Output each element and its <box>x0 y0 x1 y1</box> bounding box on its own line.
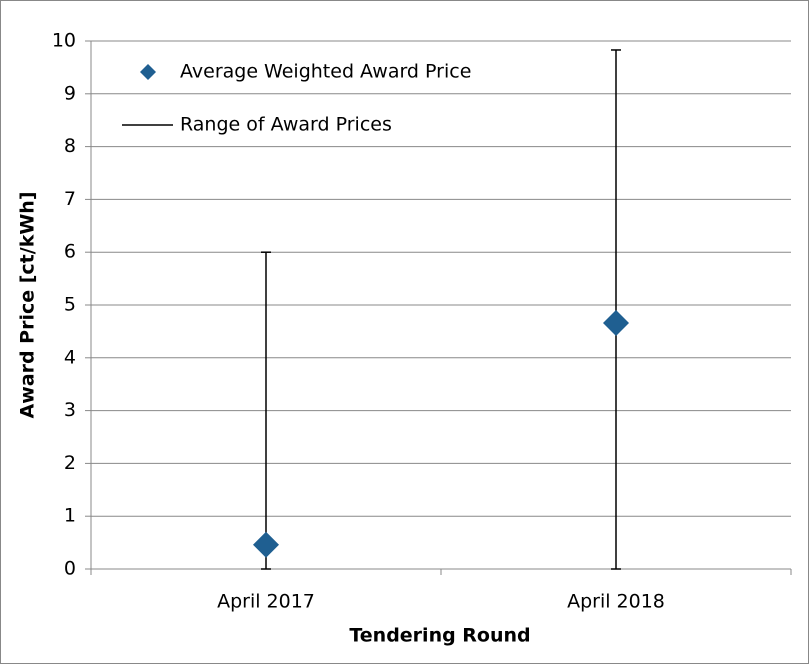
average-marker <box>603 309 629 336</box>
y-tick-label: 10 <box>52 30 76 52</box>
y-tick-label: 0 <box>64 558 76 580</box>
y-tick-label: 8 <box>64 135 76 157</box>
x-axis-title: Tendering Round <box>349 625 530 647</box>
x-tick-label: April 2017 <box>217 591 315 613</box>
y-tick-label: 5 <box>64 294 76 316</box>
legend-marker <box>140 64 156 80</box>
y-axis-title: Award Price [ct/kWh] <box>17 191 39 418</box>
y-tick-label: 4 <box>64 346 76 368</box>
x-tick-label: April 2018 <box>567 591 665 613</box>
y-tick-label: 2 <box>64 452 76 474</box>
average-marker <box>253 531 279 558</box>
y-tick-label: 6 <box>64 241 76 263</box>
y-tick-label: 9 <box>64 82 76 104</box>
legend-label: Average Weighted Award Price <box>180 61 471 83</box>
y-tick-label: 7 <box>64 188 76 210</box>
y-tick-label: 1 <box>64 505 76 527</box>
legend-label: Range of Award Prices <box>180 114 392 136</box>
y-tick-label: 3 <box>64 399 76 421</box>
